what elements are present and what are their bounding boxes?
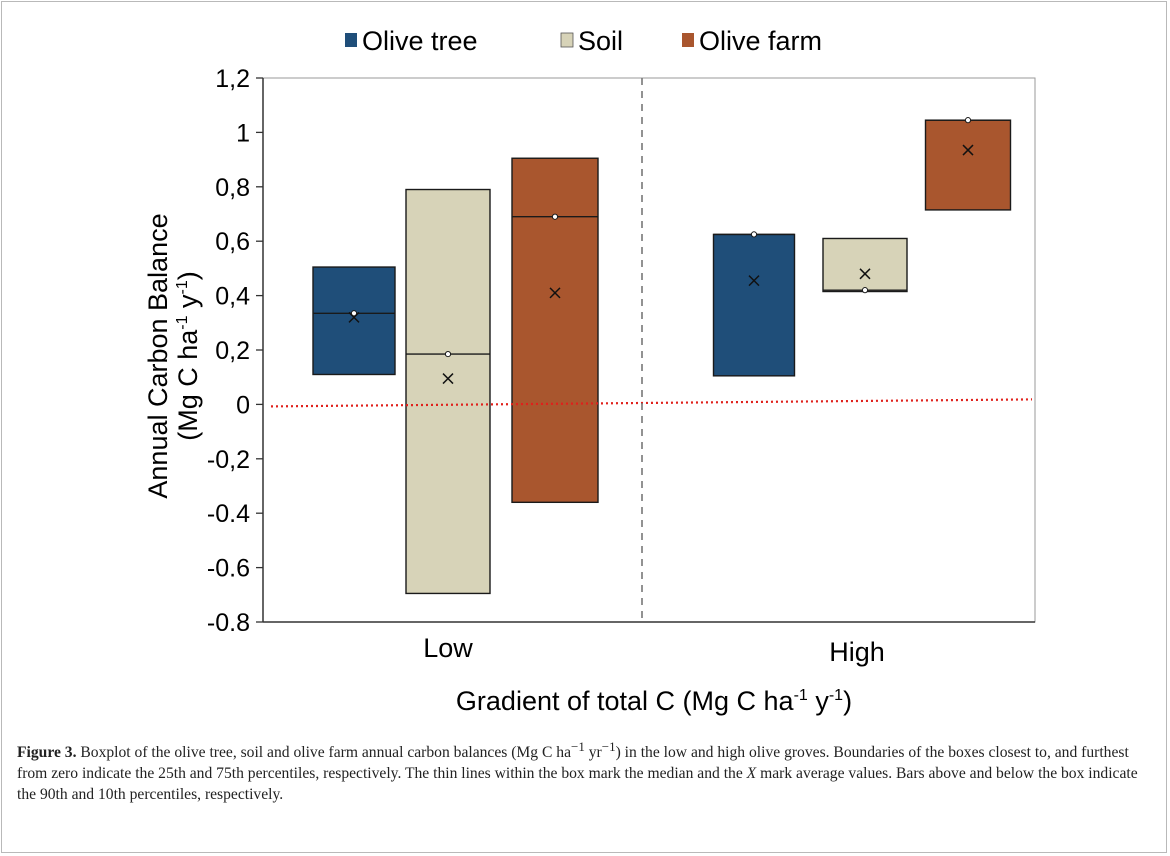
y-tick-label: 0,2 <box>215 337 250 365</box>
y-tick-label: 0 <box>236 391 250 419</box>
box-olive-farm-low <box>511 157 599 504</box>
mean-x-stroke <box>348 311 360 323</box>
legend-label-olive-tree: Olive tree <box>362 26 478 56</box>
legend-label-soil: Soil <box>578 26 623 56</box>
caption-label: Figure 3. <box>17 744 77 762</box>
median-marker-soil-low <box>444 350 452 358</box>
box-olive-tree-low <box>312 266 396 376</box>
mean-marker-soil-high <box>859 268 871 280</box>
y-tick-label: -0.8 <box>207 609 250 637</box>
mean-marker-olive-tree-high <box>748 275 760 287</box>
category-label-high: High <box>829 637 885 667</box>
box-olive-farm-high <box>924 119 1012 211</box>
legend-swatch-soil <box>560 32 574 48</box>
mean-x-stroke <box>442 373 454 385</box>
zero-reference-line <box>270 398 1033 408</box>
box-olive-tree-high <box>712 233 796 377</box>
mean-x-stroke <box>549 287 561 299</box>
box-soil-low <box>405 188 491 595</box>
figure-caption: Figure 3. Boxplot of the olive tree, soi… <box>17 739 1138 804</box>
legend-swatch-olive-farm <box>682 33 694 47</box>
mean-x-stroke <box>859 268 871 280</box>
median-marker-olive-farm-high <box>964 117 972 124</box>
mean-marker-olive-farm-low <box>549 287 561 299</box>
legend: Olive tree Soil Olive farm <box>345 26 822 56</box>
y-axis-title-line1: Annual Carbon Balance <box>143 213 173 498</box>
box-soil-high <box>822 237 908 293</box>
mean-x-stroke <box>962 144 974 156</box>
mean-marker-olive-tree-low <box>348 311 360 323</box>
y-axis-title: Annual Carbon Balance (Mg C ha-1 y-1) <box>143 213 203 498</box>
legend-swatch-olive-tree <box>345 33 357 47</box>
y-tick-label: 0,6 <box>215 228 250 256</box>
y-tick-label: 0,4 <box>215 283 250 311</box>
y-tick-label: -0.6 <box>207 555 250 583</box>
boxplot-chart: Olive tree Soil Olive farm Annual Carbon… <box>143 26 1036 716</box>
legend-label-olive-farm: Olive farm <box>699 26 822 56</box>
y-tick-label: 1,2 <box>215 65 250 93</box>
y-axis-title-line2: (Mg C ha-1 y-1) <box>173 271 203 441</box>
y-tick-label: 1 <box>236 119 250 147</box>
y-tick-label: -0,2 <box>207 446 250 474</box>
mean-marker-soil-low <box>442 373 454 385</box>
median-marker-olive-tree-low <box>350 310 358 317</box>
category-label-low: Low <box>423 633 473 663</box>
median-marker-olive-farm-low <box>551 213 559 220</box>
median-marker-soil-high <box>861 287 869 294</box>
y-tick-label: -0.4 <box>207 500 250 528</box>
x-axis-title: Gradient of total C (Mg C ha-1 y-1) <box>456 686 852 716</box>
y-tick-label: 0,8 <box>215 174 250 202</box>
mean-x-stroke <box>748 275 760 287</box>
mean-marker-olive-farm-high <box>962 144 974 156</box>
median-marker-olive-tree-high <box>750 231 758 238</box>
